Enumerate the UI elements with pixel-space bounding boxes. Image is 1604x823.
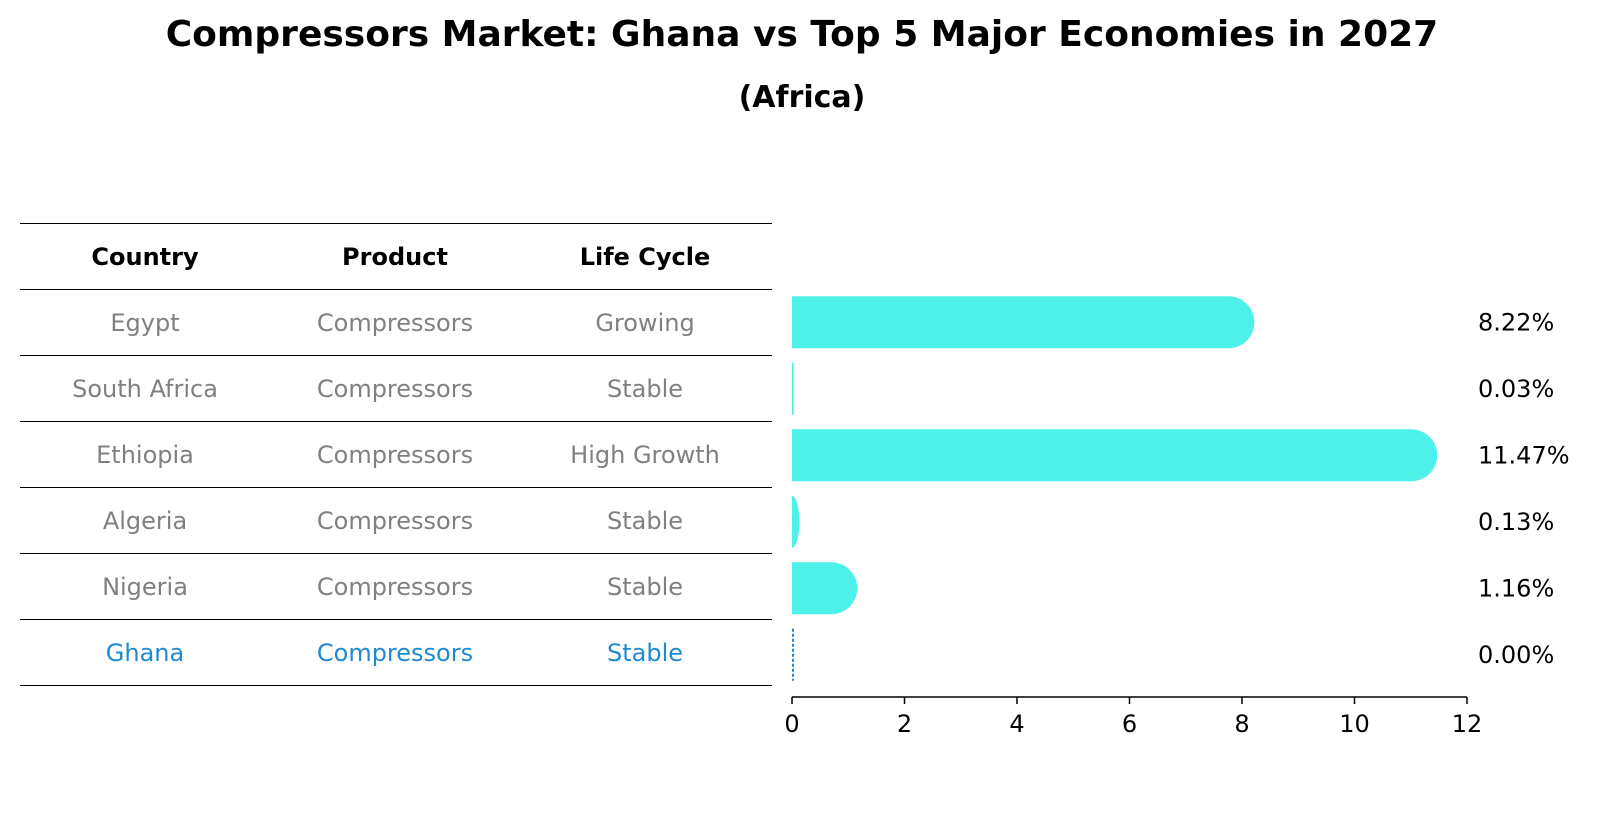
country-cell: Ghana [105,638,185,667]
x-tick-label: 8 [1234,710,1249,738]
country-cell: Algeria [102,506,188,535]
product-cell: Compressors [316,638,474,667]
country-cell: Ethiopia [96,440,194,469]
value-label: 0.00% [1478,641,1554,669]
table-row: South Africa Compressors Stable [20,356,772,422]
column-header-product: Product [342,242,448,271]
table-header-row: Country Product Life Cycle [20,224,772,290]
x-tick-label: 0 [784,710,799,738]
table-row: Egypt Compressors Growing [20,290,772,356]
country-cell: Nigeria [102,572,188,601]
x-tick-label: 10 [1339,710,1370,738]
country-cell: South Africa [72,374,218,403]
chart-subtitle: (Africa) [738,80,866,115]
product-cell: Compressors [316,440,474,469]
table-row: Nigeria Compressors Stable [20,554,772,620]
life-cycle-cell: Growing [595,308,695,337]
product-cell: Compressors [316,308,474,337]
x-tick-label: 6 [1122,710,1137,738]
product-cell: Compressors [316,572,474,601]
bar-ethiopia [792,429,1438,482]
table-row: Ethiopia Compressors High Growth [20,422,772,488]
country-cell: Egypt [110,308,180,337]
value-label: 0.03% [1478,375,1554,403]
x-tick-label: 2 [897,710,912,738]
value-label: 1.16% [1478,574,1554,602]
life-cycle-cell: High Growth [570,440,720,469]
data-table: Country Product Life Cycle Egypt Compres… [20,223,772,686]
value-label: 8.22% [1478,308,1554,336]
column-header-country: Country [91,242,199,271]
x-tick-label: 4 [1009,710,1024,738]
life-cycle-cell: Stable [606,572,684,601]
life-cycle-cell: Stable [606,374,684,403]
x-tick-label: 12 [1452,710,1483,738]
table-row: Algeria Compressors Stable [20,488,772,554]
table-row-highlighted: Ghana Compressors Stable [20,620,772,686]
product-cell: Compressors [316,506,474,535]
value-label: 11.47% [1478,441,1570,469]
bar-egypt [792,296,1255,349]
bar-algeria [792,495,800,548]
column-header-life-cycle: Life Cycle [579,242,711,271]
bar-nigeria [792,562,858,615]
value-label: 0.13% [1478,508,1554,536]
chart-title: Compressors Market: Ghana vs Top 5 Major… [165,14,1439,55]
life-cycle-cell: Stable [606,506,684,535]
bar-south-africa [792,362,794,415]
life-cycle-cell: Stable [606,638,684,667]
product-cell: Compressors [316,374,474,403]
